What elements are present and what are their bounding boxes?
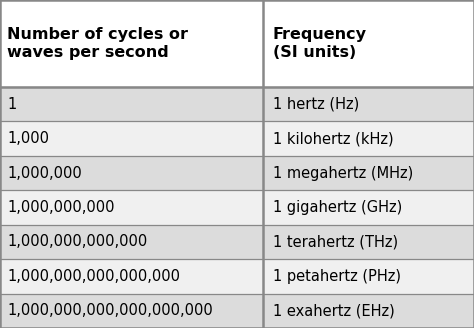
Text: 1,000,000,000,000: 1,000,000,000,000 <box>7 235 147 249</box>
Text: 1,000,000,000: 1,000,000,000 <box>7 200 115 215</box>
Text: 1 terahertz (THz): 1 terahertz (THz) <box>273 235 398 249</box>
Bar <box>0 156 474 190</box>
Bar <box>0 225 474 259</box>
Text: 1: 1 <box>7 97 17 112</box>
Bar <box>0 0 474 87</box>
Text: Frequency
(SI units): Frequency (SI units) <box>273 27 366 60</box>
Text: 1,000,000,000,000,000: 1,000,000,000,000,000 <box>7 269 180 284</box>
Text: 1 megahertz (MHz): 1 megahertz (MHz) <box>273 166 413 180</box>
Bar <box>0 190 474 225</box>
Text: 1 hertz (Hz): 1 hertz (Hz) <box>273 97 359 112</box>
Text: 1 kilohertz (kHz): 1 kilohertz (kHz) <box>273 131 393 146</box>
Bar <box>0 294 474 328</box>
Text: 1 petahertz (PHz): 1 petahertz (PHz) <box>273 269 401 284</box>
Bar <box>0 87 474 121</box>
Text: 1 exahertz (EHz): 1 exahertz (EHz) <box>273 303 394 318</box>
Text: Number of cycles or
waves per second: Number of cycles or waves per second <box>7 27 188 60</box>
Bar <box>0 259 474 294</box>
Text: 1,000,000: 1,000,000 <box>7 166 82 180</box>
Text: 1,000: 1,000 <box>7 131 49 146</box>
Text: 1 gigahertz (GHz): 1 gigahertz (GHz) <box>273 200 402 215</box>
Bar <box>0 121 474 156</box>
Text: 1,000,000,000,000,000,000: 1,000,000,000,000,000,000 <box>7 303 213 318</box>
